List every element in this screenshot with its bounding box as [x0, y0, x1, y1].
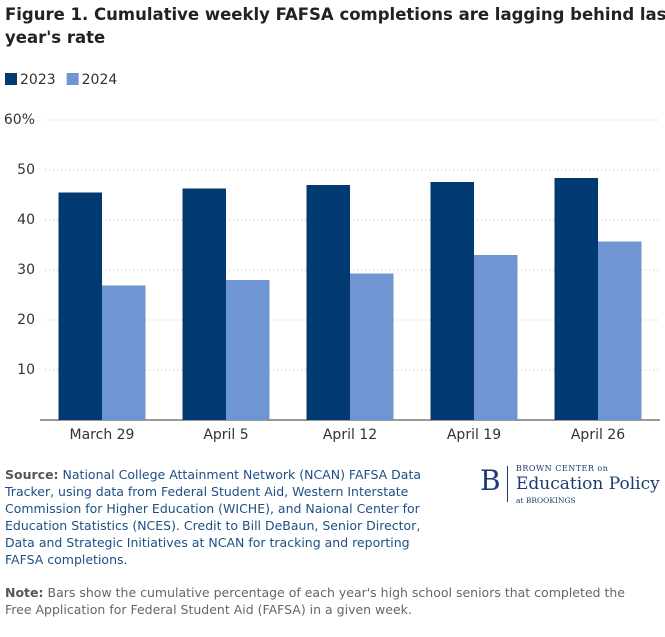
x-tick-label: April 19 [447, 427, 501, 443]
bar [350, 273, 394, 420]
logo-divider [507, 466, 508, 502]
logo-letter: B [480, 464, 501, 497]
bar [554, 178, 598, 420]
source-label: Source: [5, 467, 59, 482]
bar [598, 241, 642, 420]
y-tick-label: 20 [17, 312, 35, 328]
note-text: Bars show the cumulative percentage of e… [5, 585, 625, 617]
x-tick-label: April 26 [571, 427, 625, 443]
chart-title-line: Figure 1. Cumulative weekly FAFSA comple… [5, 5, 665, 47]
note-label: Note: [5, 585, 44, 600]
bar [58, 192, 102, 420]
y-tick-label: 60% [4, 112, 35, 128]
legend-swatch [66, 73, 79, 85]
chart: Figure 1. Cumulative weekly FAFSA comple… [4, 5, 665, 444]
bar [430, 182, 474, 420]
logo: B BROWN CENTER on Education Policy at BR… [480, 462, 665, 510]
y-tick-label: 30 [17, 262, 35, 278]
legend-label: 2023 [20, 72, 56, 88]
bar [182, 188, 226, 420]
note: Note: Bars show the cumulative percentag… [5, 584, 655, 618]
logo-line3: at BROOKINGS [516, 496, 576, 505]
bar [474, 255, 518, 420]
bar [306, 185, 350, 420]
legend-label: 2024 [82, 72, 118, 88]
source: Source: National College Attainment Netw… [5, 466, 450, 568]
y-tick-label: 50 [17, 162, 35, 178]
chart-title-part: year's rate [5, 28, 105, 47]
x-tick-label: April 5 [203, 427, 248, 443]
x-tick-label: April 12 [323, 427, 377, 443]
bar [226, 280, 270, 420]
bar [102, 285, 146, 420]
y-tick-label: 10 [17, 362, 35, 378]
logo-line1: BROWN CENTER on [516, 464, 609, 473]
chart-title-part: Figure 1. Cumulative weekly FAFSA comple… [5, 5, 665, 24]
logo-line2: Education Policy [516, 474, 660, 494]
x-tick-label: March 29 [70, 427, 135, 443]
y-tick-label: 40 [17, 212, 35, 228]
source-text: National College Attainment Network (NCA… [5, 467, 422, 567]
chart-title: Figure 1. Cumulative weekly FAFSA comple… [5, 5, 665, 47]
legend-swatch [5, 73, 17, 85]
